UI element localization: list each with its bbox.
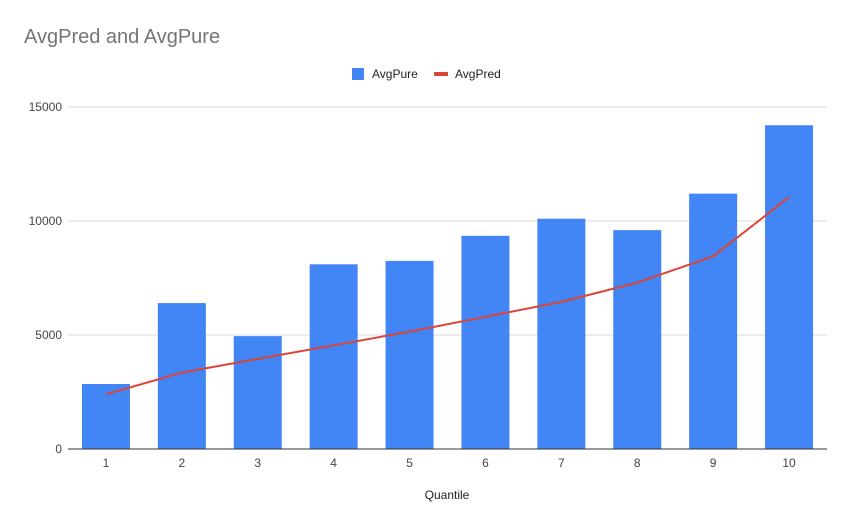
x-tick-label: 3 xyxy=(254,456,261,470)
x-tick-label: 10 xyxy=(782,456,796,470)
point-avgpred-9[interactable] xyxy=(710,253,716,259)
bar-avgpure-4[interactable] xyxy=(309,264,358,449)
x-tick-label: 7 xyxy=(558,456,565,470)
point-avgpred-8[interactable] xyxy=(634,280,640,286)
bar-avgpure-1[interactable] xyxy=(81,384,130,449)
x-tick-label: 1 xyxy=(103,456,110,470)
line-avgpred xyxy=(103,194,792,397)
x-tick-label: 8 xyxy=(634,456,641,470)
point-avgpred-5[interactable] xyxy=(407,329,413,335)
legend-swatch-avgpure[interactable] xyxy=(352,68,364,80)
x-tick-label: 5 xyxy=(406,456,413,470)
bar-avgpure-8[interactable] xyxy=(613,230,662,449)
point-avgpred-10[interactable] xyxy=(786,194,792,200)
point-avgpred-2[interactable] xyxy=(179,370,185,376)
x-tick-label: 6 xyxy=(482,456,489,470)
bar-avgpure-3[interactable] xyxy=(233,336,282,449)
point-avgpred-3[interactable] xyxy=(255,356,261,362)
chart-title: AvgPred and AvgPure xyxy=(24,26,221,48)
bar-avgpure-5[interactable] xyxy=(385,260,434,449)
bar-avgpure-9[interactable] xyxy=(689,193,738,449)
legend-swatch-avgpred[interactable] xyxy=(434,72,448,76)
bars-avgpure xyxy=(81,125,814,450)
legend-label-avgpure[interactable]: AvgPure xyxy=(372,67,418,81)
bar-avgpure-7[interactable] xyxy=(537,218,586,449)
x-axis-title: Quantile xyxy=(425,488,470,502)
legend: AvgPure AvgPred xyxy=(352,67,501,81)
y-tick-label: 10000 xyxy=(29,214,63,228)
point-avgpred-7[interactable] xyxy=(558,299,564,305)
y-tick-label: 0 xyxy=(55,442,62,456)
x-tick-label: 9 xyxy=(710,456,717,470)
x-tick-label: 4 xyxy=(330,456,337,470)
series-line-avgpred[interactable] xyxy=(105,196,790,396)
y-tick-label: 5000 xyxy=(35,328,62,342)
point-avgpred-4[interactable] xyxy=(331,342,337,348)
bar-avgpure-10[interactable] xyxy=(765,125,814,450)
legend-label-avgpred[interactable]: AvgPred xyxy=(455,67,501,81)
y-tick-label: 15000 xyxy=(29,100,63,114)
bar-avgpure-2[interactable] xyxy=(157,303,206,449)
x-tick-label: 2 xyxy=(179,456,186,470)
axes: 0 5000 10000 15000 1 2 3 4 5 6 7 8 9 10 xyxy=(29,100,827,470)
point-avgpred-1[interactable] xyxy=(103,391,109,397)
point-avgpred-6[interactable] xyxy=(482,314,488,320)
bar-avgpure-6[interactable] xyxy=(461,235,510,449)
